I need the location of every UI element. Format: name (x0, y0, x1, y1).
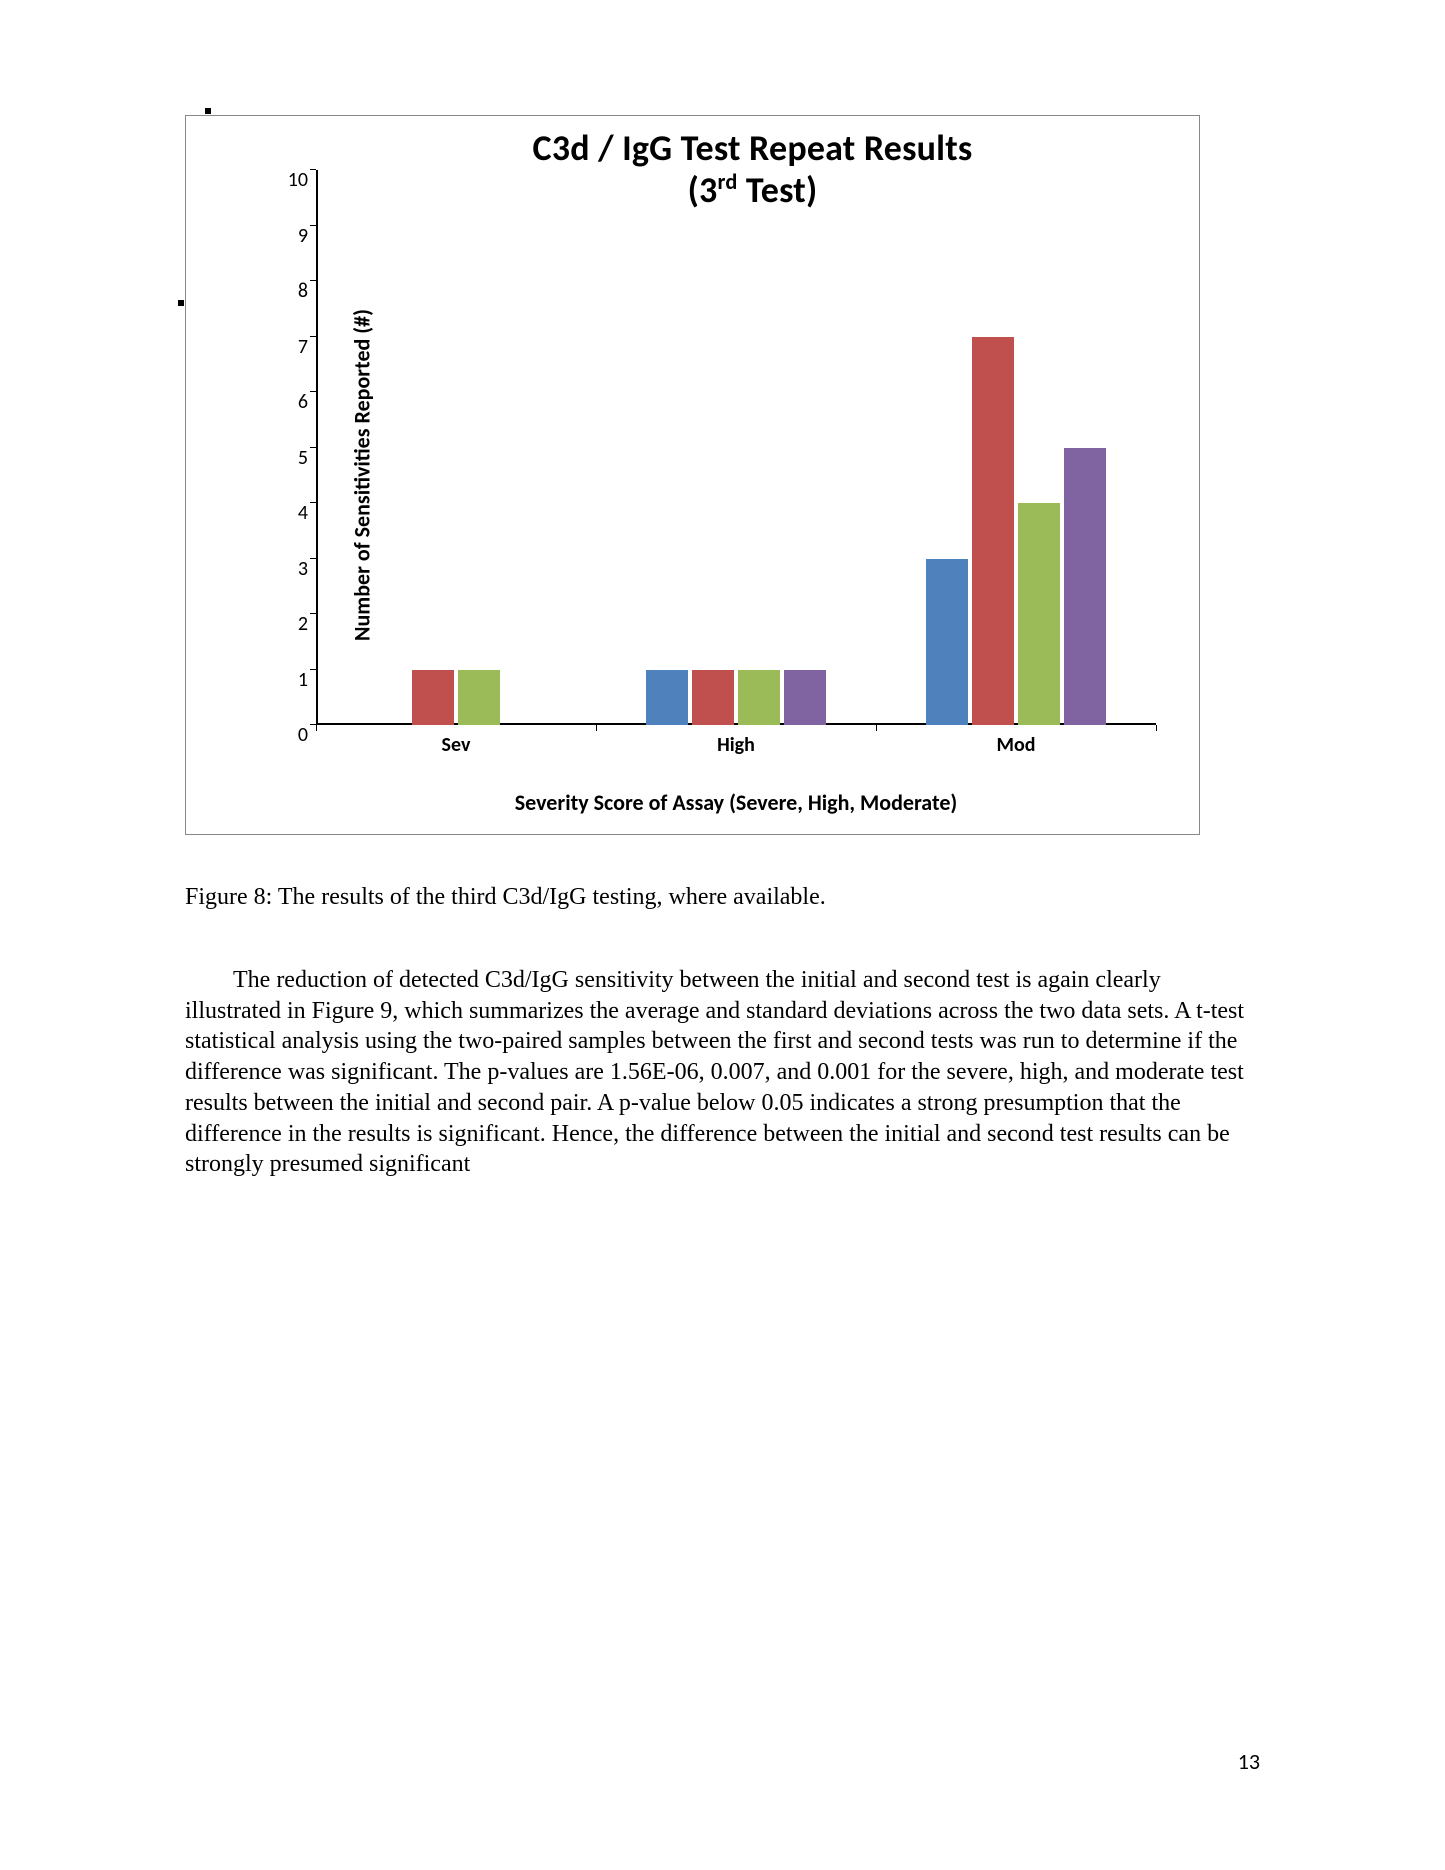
y-tick-label: 0 (274, 723, 308, 747)
stray-mark (178, 300, 184, 306)
y-tick-mark (310, 669, 316, 670)
x-category-label: High (596, 733, 876, 757)
y-tick-label: 10 (274, 168, 308, 192)
y-tick-mark (310, 169, 316, 170)
y-tick-mark (310, 447, 316, 448)
bar (412, 670, 454, 726)
x-tick-mark (596, 725, 597, 731)
y-tick-mark (310, 502, 316, 503)
body-text: The reduction of detected C3d/IgG sensit… (185, 967, 1244, 1177)
y-tick-mark (310, 336, 316, 337)
y-tick-mark (310, 613, 316, 614)
y-tick-mark (310, 558, 316, 559)
bar (738, 670, 780, 726)
figure-caption: Figure 8: The results of the third C3d/I… (185, 882, 1245, 912)
chart-title-line1: C3d / IgG Test Repeat Results (533, 126, 973, 170)
y-axis-line (316, 170, 318, 725)
y-tick-mark (310, 280, 316, 281)
y-tick-label: 5 (274, 446, 308, 470)
page-number: 13 (1238, 1748, 1260, 1775)
bar (1064, 448, 1106, 726)
x-tick-mark (316, 725, 317, 731)
bar (458, 670, 500, 726)
x-axis-label: Severity Score of Assay (Severe, High, M… (316, 789, 1156, 816)
chart-container: C3d / IgG Test Repeat Results (3rd Test)… (185, 115, 1200, 835)
bar (972, 337, 1014, 726)
bar (646, 670, 688, 726)
y-tick-mark (310, 225, 316, 226)
stray-mark (205, 108, 211, 114)
y-tick-label: 3 (274, 557, 308, 581)
bar (784, 670, 826, 726)
x-tick-mark (1156, 725, 1157, 731)
bar (692, 670, 734, 726)
y-tick-mark (310, 391, 316, 392)
x-category-label: Sev (316, 733, 596, 757)
bar (926, 559, 968, 726)
y-tick-label: 7 (274, 335, 308, 359)
y-tick-label: 8 (274, 279, 308, 303)
x-tick-mark (876, 725, 877, 731)
y-tick-label: 4 (274, 501, 308, 525)
y-tick-label: 1 (274, 668, 308, 692)
x-category-label: Mod (876, 733, 1156, 757)
y-tick-label: 6 (274, 390, 308, 414)
body-paragraph: The reduction of detected C3d/IgG sensit… (185, 965, 1255, 1180)
y-tick-label: 9 (274, 224, 308, 248)
bar (1018, 503, 1060, 725)
plot-area: 012345678910SevHighMod (316, 170, 1156, 725)
y-tick-label: 2 (274, 612, 308, 636)
page: C3d / IgG Test Repeat Results (3rd Test)… (0, 0, 1445, 1870)
